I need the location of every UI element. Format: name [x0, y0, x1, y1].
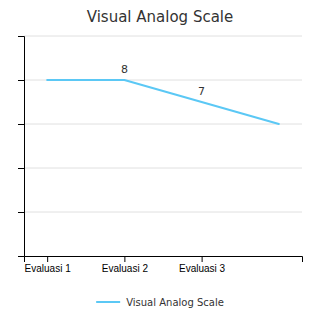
x-tick: Evaluasi 3 [179, 256, 226, 274]
legend: Visual Analog Scale [96, 297, 224, 308]
y-tick-mark [18, 212, 24, 213]
y-tick [18, 80, 24, 81]
y-tick [18, 124, 24, 125]
line [47, 80, 279, 124]
title: Visual Analog Scale [87, 8, 234, 26]
y-tick-mark [18, 124, 24, 125]
x-tick-label: Evaluasi 3 [179, 263, 226, 274]
legend-swatch [96, 301, 120, 303]
x-tick-mark [202, 256, 203, 262]
y-tick-mark [18, 168, 24, 169]
y-tick [18, 212, 24, 213]
legend-label: Visual Analog Scale [126, 297, 224, 308]
legend-item: Visual Analog Scale [96, 297, 224, 308]
x-axis: Evaluasi 1 Evaluasi 2 Evaluasi 3 [25, 256, 303, 274]
chart-svg: Evaluasi 1Evaluasi 2Evaluasi 387Visual A… [0, 0, 320, 320]
x-tick-mark [124, 256, 125, 262]
grid-line [24, 168, 302, 169]
x-tick-mark [47, 256, 48, 262]
x-axis-line [25, 257, 303, 263]
y-tick [18, 36, 24, 37]
y-axis [18, 37, 25, 257]
x-tick: Evaluasi 2 [102, 256, 149, 274]
grid [24, 36, 302, 212]
y-tick-mark [18, 80, 24, 81]
x-tick: Evaluasi 1 [25, 256, 72, 274]
data-labels: 87 [121, 63, 205, 98]
grid-line [24, 212, 302, 213]
grid-line [24, 36, 302, 37]
data-label: 7 [198, 85, 205, 98]
chart-container: Evaluasi 1Evaluasi 2Evaluasi 387Visual A… [0, 0, 320, 320]
y-tick [18, 168, 24, 169]
y-tick-mark [18, 36, 24, 37]
grid-line [24, 124, 302, 125]
x-tick-label: Evaluasi 2 [102, 263, 149, 274]
plot-area [47, 80, 279, 124]
data-label: 8 [121, 63, 128, 76]
y-axis-line [18, 37, 25, 257]
x-tick-label: Evaluasi 1 [25, 263, 72, 274]
